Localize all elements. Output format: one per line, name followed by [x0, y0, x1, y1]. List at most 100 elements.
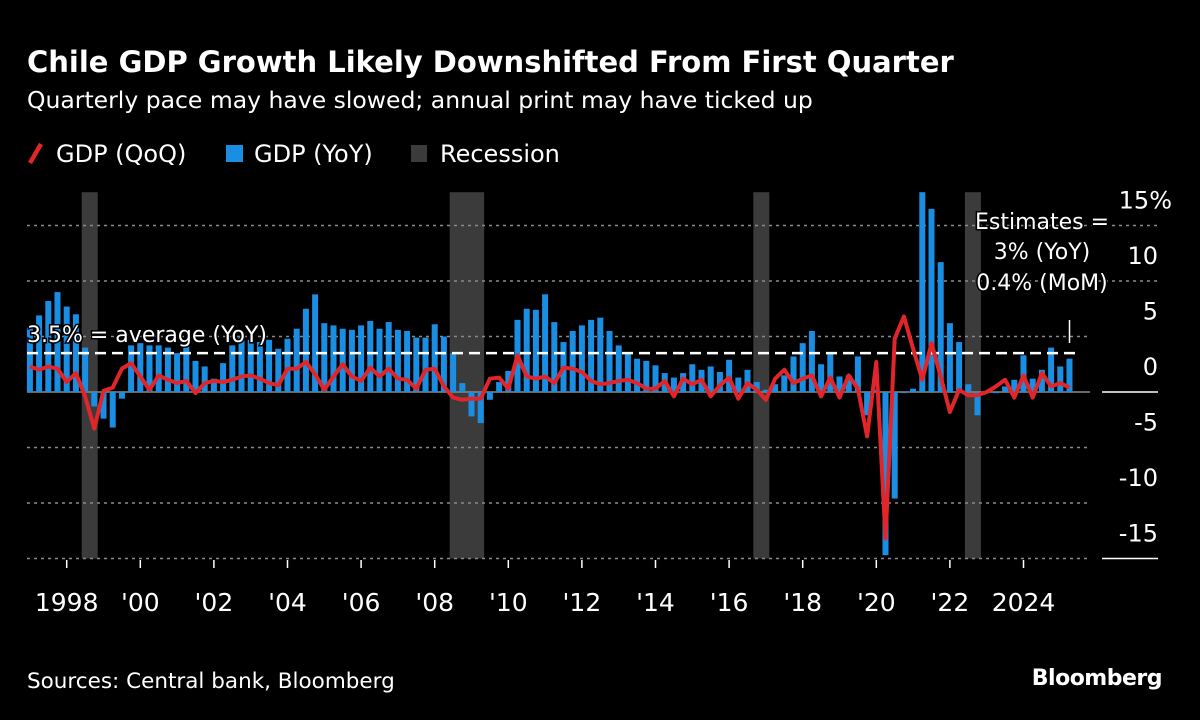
yoy-bar	[192, 360, 199, 392]
yoy-bar	[569, 330, 576, 392]
estimates-annotation: Estimates = 3% (YoY) 0.4% (MoM)	[973, 209, 1110, 298]
yoy-bar	[183, 345, 190, 392]
yoy-bar	[229, 345, 236, 392]
qoq-line-group	[29, 314, 1071, 541]
yoy-bar	[606, 330, 613, 392]
x-tick-label: '08	[415, 588, 454, 617]
yoy-bar	[634, 358, 641, 392]
x-tick-label: 2024	[992, 588, 1056, 617]
yoy-bar	[275, 348, 282, 392]
yoy-bar	[854, 356, 861, 392]
yoy-bar	[900, 392, 907, 394]
yoy-bar	[864, 392, 871, 416]
yoy-bar	[974, 392, 981, 416]
yoy-bar	[155, 345, 162, 392]
yoy-bar	[100, 392, 107, 419]
y-tick-label: 0	[1143, 353, 1158, 381]
legend-label-qoq: GDP (QoQ)	[56, 140, 186, 168]
yoy-bar	[965, 384, 972, 392]
yoy-bar	[164, 347, 171, 392]
x-tick-label: '06	[342, 588, 381, 617]
yoy-bar	[652, 365, 659, 392]
x-tick-label: '14	[636, 588, 675, 617]
x-tick-label: '18	[783, 588, 822, 617]
source-note: Sources: Central bank, Bloomberg	[27, 669, 395, 694]
yoy-bar	[128, 345, 135, 392]
recession-band	[753, 192, 770, 559]
yoy-bar	[937, 262, 944, 392]
yoy-bar	[137, 343, 144, 392]
yoy-bar	[597, 317, 604, 392]
yoy-bar	[643, 360, 650, 392]
yoy-bar	[624, 354, 631, 392]
recession-band	[964, 192, 981, 559]
blue-square-swatch-icon	[226, 145, 243, 162]
yoy-bar	[707, 366, 714, 392]
yoy-bar	[146, 345, 153, 392]
red-line-swatch-icon	[28, 142, 43, 165]
yoy-bar	[670, 377, 677, 392]
yoy-bar	[330, 325, 337, 392]
yoy-bar	[1011, 379, 1018, 392]
yoy-bar	[321, 323, 328, 392]
yoy-bar	[744, 369, 751, 392]
y-tick-label: -5	[1134, 409, 1158, 437]
yoy-bar	[302, 308, 309, 392]
x-tick-label: '02	[195, 588, 234, 617]
yoy-bar	[615, 345, 622, 392]
yoy-bar	[836, 376, 843, 392]
yoy-bar	[339, 328, 346, 392]
x-tick-label: '20	[857, 588, 896, 617]
yoy-bar	[284, 338, 291, 392]
x-tick-label: '16	[710, 588, 749, 617]
yoy-bar	[523, 308, 530, 392]
yoy-bar	[468, 392, 475, 417]
yoy-bar	[992, 392, 999, 394]
yoy-bar	[818, 364, 825, 392]
yoy-bar	[956, 342, 963, 392]
yoy-bar	[689, 364, 696, 392]
yoy-bar	[210, 378, 217, 392]
yoy-bar	[312, 294, 319, 392]
yoy-bar	[422, 337, 429, 392]
chart-subtitle: Quarterly pace may have slowed; annual p…	[27, 86, 813, 114]
yoy-bar	[45, 300, 52, 392]
y-tick-label: 10	[1127, 242, 1158, 270]
yoy-bar	[928, 208, 935, 392]
yoy-bar	[404, 330, 411, 392]
yoy-bar	[26, 327, 33, 392]
bloomberg-logo: Bloomberg	[1032, 666, 1162, 691]
yoy-bar	[1002, 386, 1009, 392]
x-tick-label: '10	[489, 588, 528, 617]
yoy-bar	[551, 322, 558, 392]
yoy-bar	[238, 336, 245, 392]
chart-title: Chile GDP Growth Likely Downshifted From…	[27, 45, 955, 79]
y-tick-label: -15	[1119, 520, 1158, 548]
estimates-line-1: Estimates =	[975, 210, 1109, 235]
yoy-bar	[247, 339, 254, 392]
x-axis: 1998 '00 '02 '04 '06 '08 '10 '12 '14 '16 '18 '20 '22…	[35, 560, 1055, 617]
yoy-bar	[36, 315, 43, 392]
yoy-bar	[542, 294, 549, 392]
yoy-bar	[772, 384, 779, 392]
yoy-bar	[808, 330, 815, 392]
average-line-group	[27, 320, 1076, 355]
yoy-bar	[376, 328, 383, 392]
legend-label-recession: Recession	[440, 140, 560, 168]
yoy-bar	[919, 192, 926, 392]
yoy-bar	[348, 329, 355, 392]
yoy-bar	[716, 372, 723, 392]
y-tick-label: -10	[1119, 464, 1158, 492]
yoy-bar	[431, 324, 438, 392]
yoy-bar	[256, 342, 263, 392]
gray-square-swatch-icon	[411, 145, 427, 162]
yoy-bar	[790, 356, 797, 392]
yoy-bar	[762, 389, 769, 392]
yoy-bar	[293, 328, 300, 392]
yoy-bar	[54, 292, 61, 392]
yoy-bar	[367, 320, 374, 392]
yoy-bar	[799, 343, 806, 392]
yoy-bar	[450, 353, 457, 392]
yoy-bar	[358, 325, 365, 392]
